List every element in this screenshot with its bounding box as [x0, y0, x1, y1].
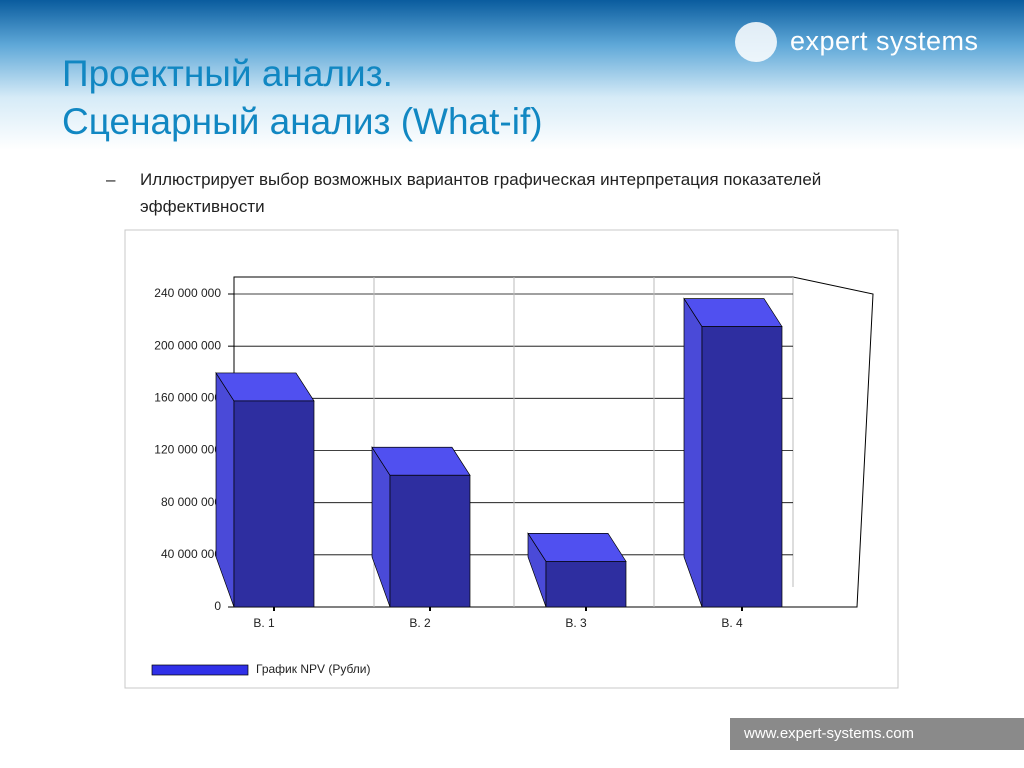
- bar: [701, 326, 783, 608]
- bullet-marker: –: [106, 170, 116, 189]
- title-line: Проектный анализ.: [62, 53, 393, 94]
- y-tick-label: 40 000 000: [161, 547, 221, 561]
- x-tick-label: В. 2: [409, 616, 431, 630]
- bar: [545, 561, 627, 608]
- bar-side: [683, 297, 703, 608]
- x-tick-label: В. 1: [253, 616, 275, 630]
- footer: www.expert-systems.com: [730, 718, 1024, 750]
- y-tick-label: 200 000 000: [154, 338, 221, 352]
- y-tick-label: 240 000 000: [154, 286, 221, 300]
- x-tick-label: В. 4: [721, 616, 743, 630]
- bar: [389, 474, 471, 608]
- title-line: Сценарный анализ (What-if): [62, 101, 543, 142]
- logo: expert systems: [790, 26, 979, 56]
- legend-label: График NPV (Рубли): [256, 662, 371, 676]
- y-tick-label: 80 000 000: [161, 495, 221, 509]
- y-tick-label: 160 000 000: [154, 391, 221, 405]
- x-tick-label: В. 3: [565, 616, 587, 630]
- y-tick-label: 120 000 000: [154, 443, 221, 457]
- legend-swatch: [151, 664, 249, 676]
- bullet-text: Иллюстрирует выбор возможных вариантов г…: [140, 170, 822, 216]
- footer-url: www.expert-systems.com: [744, 725, 915, 742]
- bar: [233, 400, 315, 608]
- header-band: [0, 0, 1024, 150]
- y-tick-label: 0: [214, 599, 221, 613]
- logo-icon: [735, 22, 777, 62]
- slide-title: Проектный анализ. Сценарный анализ (What-…: [62, 50, 543, 146]
